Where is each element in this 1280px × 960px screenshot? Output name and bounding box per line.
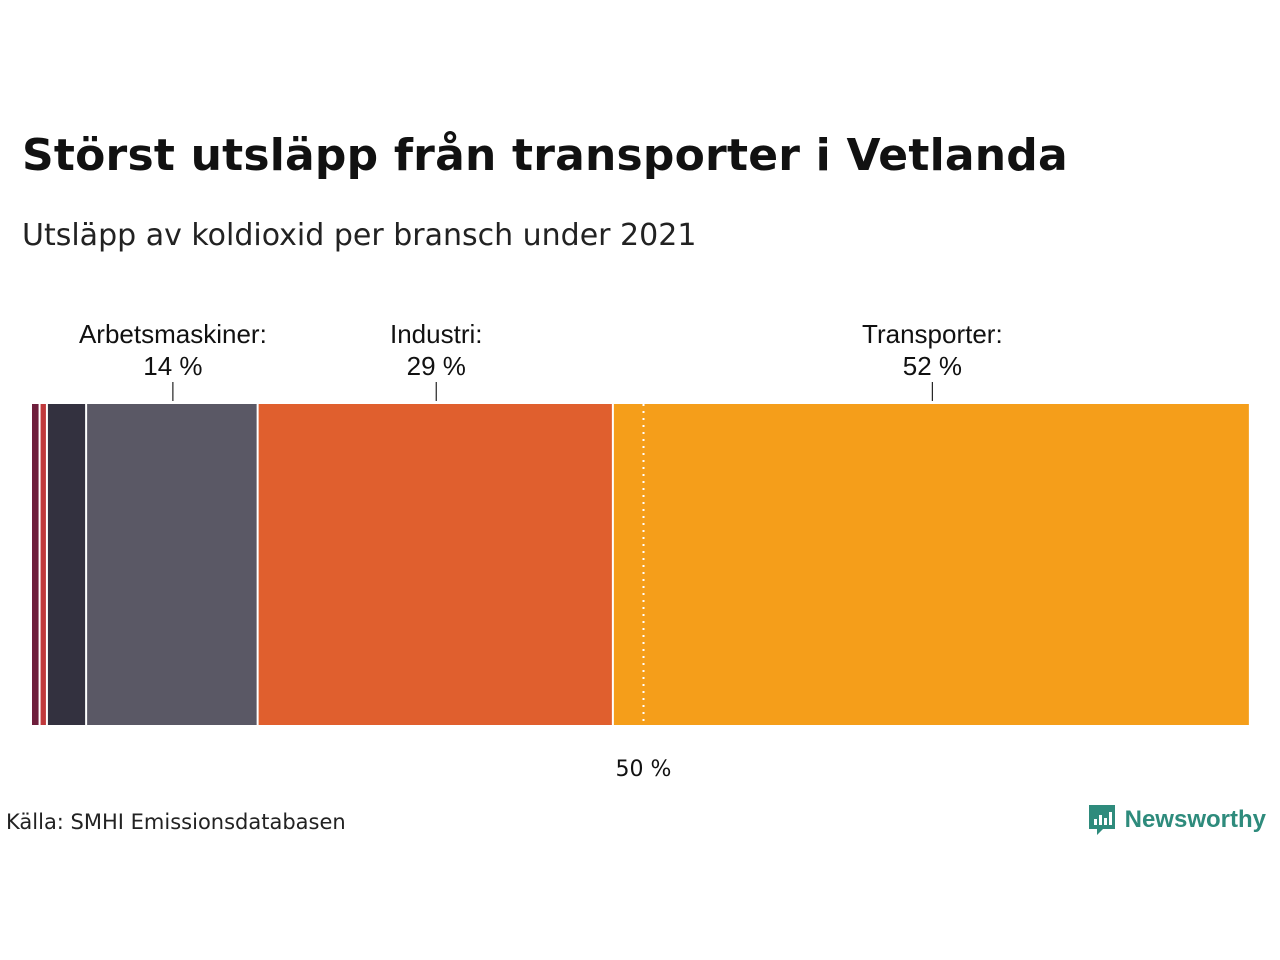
- bar-segment-segment-1: [32, 404, 39, 725]
- stacked-bar-chart: Arbetsmaskiner:14 % Industri:29 % Transpor…: [32, 319, 1249, 782]
- segment-value-arbetsmaskiner: 14 %: [143, 351, 202, 381]
- reference-line-group: 50 %: [616, 404, 672, 782]
- bar-segment-segment-2: [40, 404, 46, 725]
- reference-line-label: 50 %: [616, 757, 672, 782]
- bar-segment-transporter: [613, 404, 1249, 725]
- brand-name: Newsworthy: [1124, 806, 1266, 833]
- segment-label-transporter: Transporter:: [862, 319, 1003, 349]
- bar-segment-industri: [258, 404, 612, 725]
- segment-value-transporter: 52 %: [903, 351, 962, 381]
- segment-labels: Arbetsmaskiner:14 % Industri:29 % Transpor…: [79, 319, 1003, 401]
- chart-subtitle: Utsläpp av koldioxid per bransch under 2…: [22, 218, 697, 253]
- bar-segment-arbetsmaskiner: [87, 404, 257, 725]
- newsworthy-logo-icon: [1088, 805, 1115, 835]
- bar-segments: [32, 404, 1249, 725]
- brand-logo: Newsworthy: [1087, 803, 1266, 837]
- segment-label-arbetsmaskiner: Arbetsmaskiner:: [79, 319, 267, 349]
- chart-title: Störst utsläpp från transporter i Vetlan…: [22, 130, 1068, 181]
- source-note: Källa: SMHI Emissionsdatabasen: [6, 810, 346, 834]
- segment-label-industri: Industri:: [390, 319, 483, 349]
- bar-segment-segment-3: [47, 404, 86, 725]
- segment-value-industri: 29 %: [407, 351, 466, 381]
